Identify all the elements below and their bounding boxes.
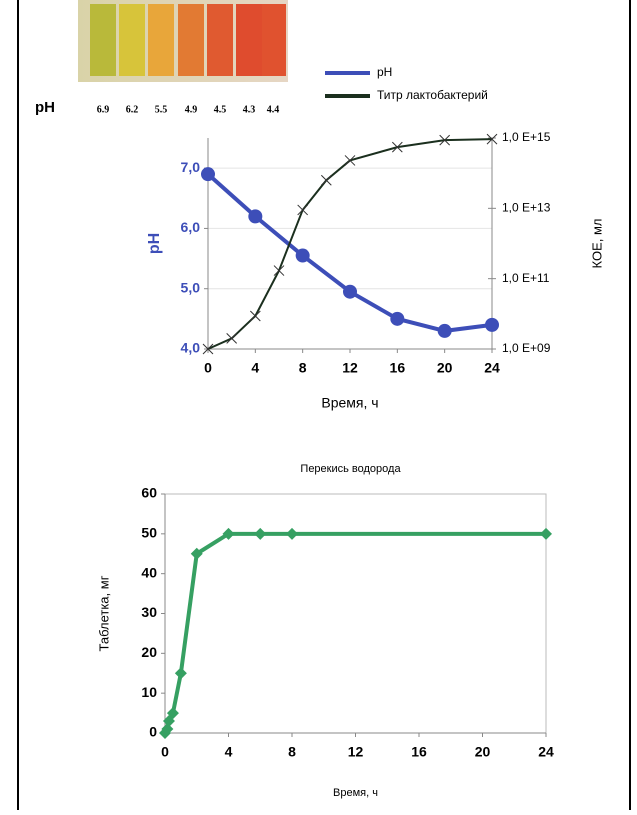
y-tick-label: 6,0 xyxy=(181,219,201,235)
tube-ph: 6.9 xyxy=(97,104,110,115)
series-line xyxy=(207,138,493,350)
point xyxy=(174,667,187,680)
x-tick-label: 8 xyxy=(288,744,296,760)
point xyxy=(166,707,179,720)
x-tick-label: 4 xyxy=(251,360,259,376)
legend-label: pH xyxy=(377,65,392,79)
y-axis-label: Таблетка, мг xyxy=(96,575,111,651)
x-tick-label: 16 xyxy=(390,360,406,376)
point xyxy=(391,141,403,153)
point xyxy=(390,311,405,326)
x-tick-label: 8 xyxy=(299,360,307,376)
x-tick-label: 24 xyxy=(538,744,554,760)
legend-label: Титр лактобактерий xyxy=(377,88,488,102)
tube-photo xyxy=(78,0,288,82)
point xyxy=(254,527,267,540)
tube-ph: 4.9 xyxy=(185,104,198,115)
y-tick-label: 4,0 xyxy=(181,340,201,356)
y-tick-label: 5,0 xyxy=(181,279,201,295)
point xyxy=(343,284,357,299)
y2-axis-label: КОЕ, мл xyxy=(589,219,604,269)
point xyxy=(273,265,285,276)
tube-ph: 6.2 xyxy=(126,104,139,115)
point xyxy=(222,527,235,540)
point xyxy=(226,333,238,344)
y2-tick-label: 1,0 E+11 xyxy=(502,271,550,285)
point xyxy=(201,167,215,182)
tube-ph: 4.3 xyxy=(243,104,256,115)
x-tick-label: 24 xyxy=(484,360,500,376)
x-tick-label: 0 xyxy=(161,744,169,760)
tube-ph: 5.5 xyxy=(155,104,168,115)
point xyxy=(439,134,451,146)
y-tick-label: 0 xyxy=(149,724,157,740)
point xyxy=(297,204,309,216)
point xyxy=(437,323,452,338)
y-axis-label: pH xyxy=(146,233,163,254)
x-tick-label: 0 xyxy=(204,360,212,376)
photo-label: pH xyxy=(35,99,55,116)
chart-title: Перекись водорода xyxy=(300,463,401,475)
x-tick-label: 16 xyxy=(411,744,427,760)
point xyxy=(485,317,499,332)
x-axis-label: Время, ч xyxy=(333,787,378,799)
x-tick-label: 20 xyxy=(437,360,453,376)
y-tick-label: 30 xyxy=(141,604,157,620)
y2-tick-label: 1,0 E+09 xyxy=(502,341,551,355)
point xyxy=(540,527,552,540)
series-line xyxy=(206,172,493,333)
point xyxy=(249,310,261,322)
point xyxy=(295,248,310,263)
y-tick-label: 60 xyxy=(141,485,157,501)
plot-frame xyxy=(164,493,547,734)
point xyxy=(190,547,203,560)
y-tick-label: 50 xyxy=(141,525,157,541)
y-tick-label: 20 xyxy=(141,644,157,660)
x-tick-label: 4 xyxy=(225,744,233,760)
x-tick-label: 12 xyxy=(342,360,358,376)
y2-tick-label: 1,0 E+15 xyxy=(502,130,551,144)
series-line xyxy=(163,531,546,735)
point xyxy=(161,723,174,736)
point xyxy=(248,209,263,224)
point xyxy=(320,174,332,186)
x-axis-label: Время, ч xyxy=(321,395,378,411)
y2-tick-label: 1,0 E+13 xyxy=(502,201,551,215)
y-tick-label: 10 xyxy=(141,684,157,700)
point xyxy=(344,155,356,166)
x-tick-label: 20 xyxy=(475,744,491,760)
tube-ph: 4.5 xyxy=(214,104,227,115)
y-tick-label: 40 xyxy=(141,564,157,580)
point xyxy=(286,527,298,540)
point xyxy=(486,133,498,145)
tube-ph: 4.4 xyxy=(267,104,280,115)
y-tick-label: 7,0 xyxy=(181,159,201,175)
point xyxy=(202,343,214,355)
x-tick-label: 12 xyxy=(348,744,364,760)
